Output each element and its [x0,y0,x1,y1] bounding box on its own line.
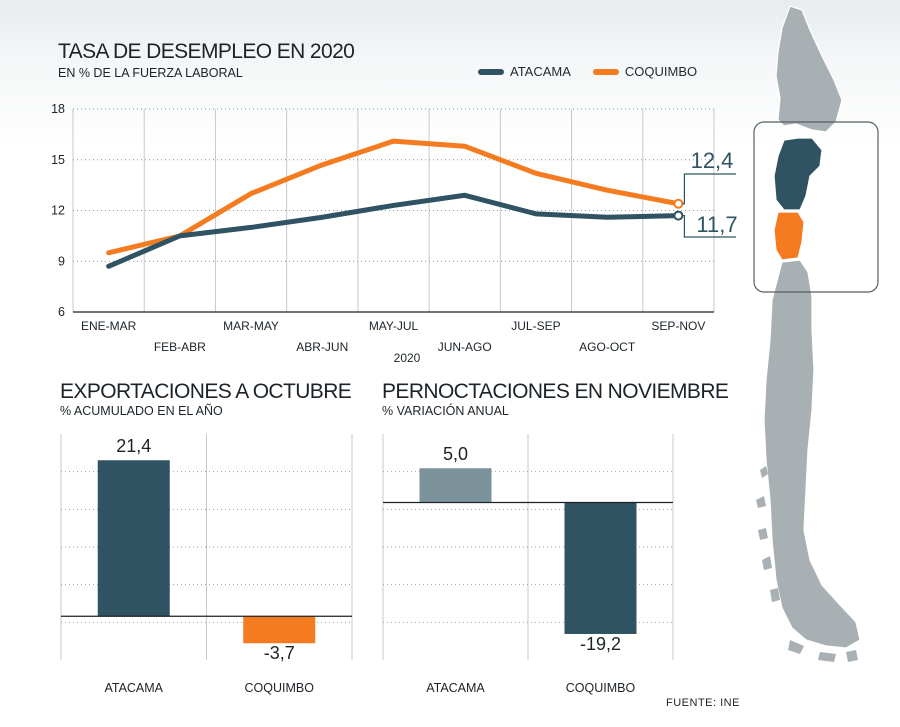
line-chart-title: TASA DE DESEMPLEO EN 2020 [58,40,355,63]
line-chart-xtick: MAY-JUL [369,319,419,333]
nights-chart-title: PERNOCTACIONES EN NOVIEMBRE [382,380,729,403]
exports-chart-subtitle: % ACUMULADO EN EL AÑO [60,404,223,418]
chile-map-atacama [773,137,823,211]
nights-bar-coquimbo [564,502,637,634]
exports-category-coquimbo: COQUIMBO [245,681,315,695]
legend-swatch-atacama [478,68,504,75]
nights-category-coquimbo: COQUIMBO [566,681,636,695]
chile-map-coquimbo [773,211,805,261]
line-chart-ytick: 12 [51,204,65,218]
line-chart-legend: ATACAMA COQUIMBO [478,64,719,79]
legend-item-atacama: ATACAMA [478,64,571,79]
nights-value-label-atacama: 5,0 [443,444,468,464]
legend-swatch-coquimbo [592,68,619,75]
line-chart-xtick: FEB-ABR [154,340,206,354]
nights-bar-atacama [419,468,492,503]
exports-bar-coquimbo [243,616,316,644]
legend-label-atacama: ATACAMA [510,64,571,79]
legend-item-coquimbo: COQUIMBO [592,64,698,79]
line-chart-ytick: 6 [58,305,65,319]
line-chart-ytick: 18 [51,102,65,116]
line-series-coquimbo [106,138,681,256]
line-chart-xtick: JUN-AGO [438,340,492,354]
nights-category-atacama: ATACAMA [426,681,485,695]
line-chart-xtick: AGO-OCT [579,340,636,354]
line-series-atacama [106,192,681,269]
chile-map-zoom-frame [753,121,879,293]
chile-map [753,5,879,662]
line-chart-xtick: ENE-MAR [81,319,137,333]
line-end-label-atacama: 11,7 [696,212,737,237]
legend-label-coquimbo: COQUIMBO [624,64,698,79]
exports-chart-title: EXPORTACIONES A OCTUBRE [60,380,352,403]
chile-map-south [763,259,861,649]
line-chart-xtick: JUL-SEP [511,319,560,333]
line-end-label-coquimbo: 12,4 [691,148,734,173]
exports-category-atacama: ATACAMA [104,681,163,695]
line-chart-subtitle: EN % DE LA FUERZA LABORAL [58,66,243,80]
exports-value-label-coquimbo: -3,7 [264,643,295,663]
chile-map-islands [756,466,858,662]
line-chart-xtick: SEP-NOV [651,319,705,333]
exports-value-label-atacama: 21,4 [116,436,151,456]
line-chart-xtick: ABR-JUN [296,340,348,354]
line-chart-xtick: MAR-MAY [223,319,279,333]
nights-chart-subtitle: % VARIACIÓN ANUAL [382,404,509,418]
line-chart-ytick: 9 [58,254,65,268]
line-callout-atacama [682,214,736,238]
line-callout-coquimbo [682,173,736,205]
line-chart-xlabel: 2020 [394,351,421,365]
exports-bar-atacama [97,460,170,617]
chile-map-north [775,5,843,133]
source-note: FUENTE: INE [666,697,740,709]
nights-value-label-coquimbo: -19,2 [580,634,621,654]
line-chart-ytick: 15 [51,153,65,167]
